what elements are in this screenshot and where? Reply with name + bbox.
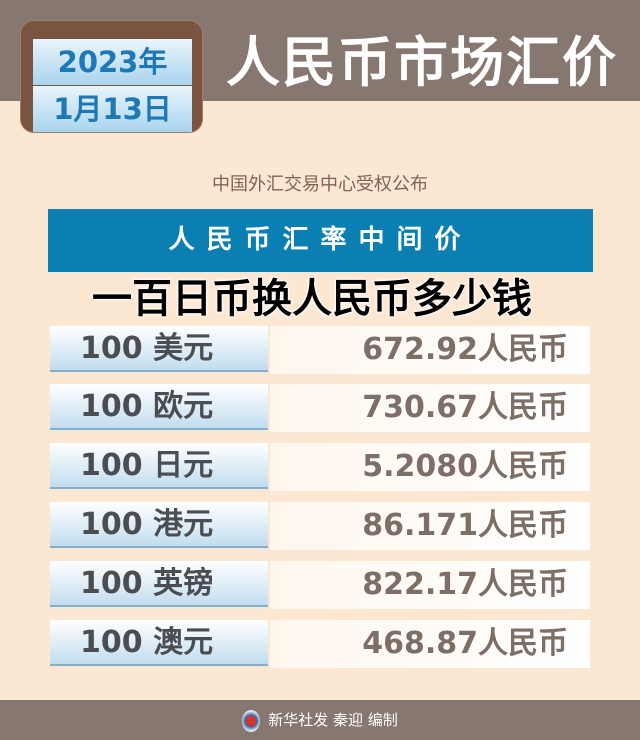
subtitle: 中国外汇交易中心受权公布 bbox=[212, 174, 428, 195]
rate-value: 672.92人民币 bbox=[270, 326, 590, 374]
rate-row: 100 美元 672.92人民币 bbox=[50, 326, 590, 374]
rate-row: 100 欧元 730.67人民币 bbox=[50, 384, 590, 432]
rate-value: 822.17人民币 bbox=[270, 561, 590, 609]
page-title: 人民币市场汇价 bbox=[226, 31, 618, 94]
date-year: 2023年 bbox=[33, 39, 192, 85]
footer-credit: 新华社发 秦迎 编制 bbox=[268, 711, 398, 729]
date-day: 1月13日 bbox=[33, 86, 192, 132]
overlay-title: 一百日币换人民币多少钱 bbox=[92, 276, 532, 322]
currency-label: 100 英镑 bbox=[50, 561, 268, 607]
footer: 新华社发 秦迎 编制 bbox=[0, 700, 640, 740]
header-band: 2023年 1月13日 人民币市场汇价 bbox=[0, 0, 640, 133]
date-box: 2023年 1月13日 bbox=[20, 20, 203, 133]
currency-label: 100 澳元 bbox=[50, 620, 268, 666]
rate-row: 100 澳元 468.87人民币 bbox=[50, 620, 590, 668]
currency-label: 100 港元 bbox=[50, 502, 268, 548]
xinhua-logo-icon bbox=[242, 709, 261, 732]
currency-label: 100 美元 bbox=[50, 326, 268, 372]
rate-value: 86.171人民币 bbox=[270, 502, 590, 550]
rate-row: 100 港元 86.171人民币 bbox=[50, 502, 590, 550]
currency-label: 100 日元 bbox=[50, 443, 268, 489]
rate-value: 5.2080人民币 bbox=[270, 443, 590, 491]
rate-value: 468.87人民币 bbox=[270, 620, 590, 668]
rate-row: 100 英镑 822.17人民币 bbox=[50, 561, 590, 609]
currency-label: 100 欧元 bbox=[50, 384, 268, 430]
rate-value: 730.67人民币 bbox=[270, 384, 590, 432]
rate-row: 100 日元 5.2080人民币 bbox=[50, 443, 590, 491]
section-title: 人民币汇率中间价 bbox=[48, 209, 593, 272]
